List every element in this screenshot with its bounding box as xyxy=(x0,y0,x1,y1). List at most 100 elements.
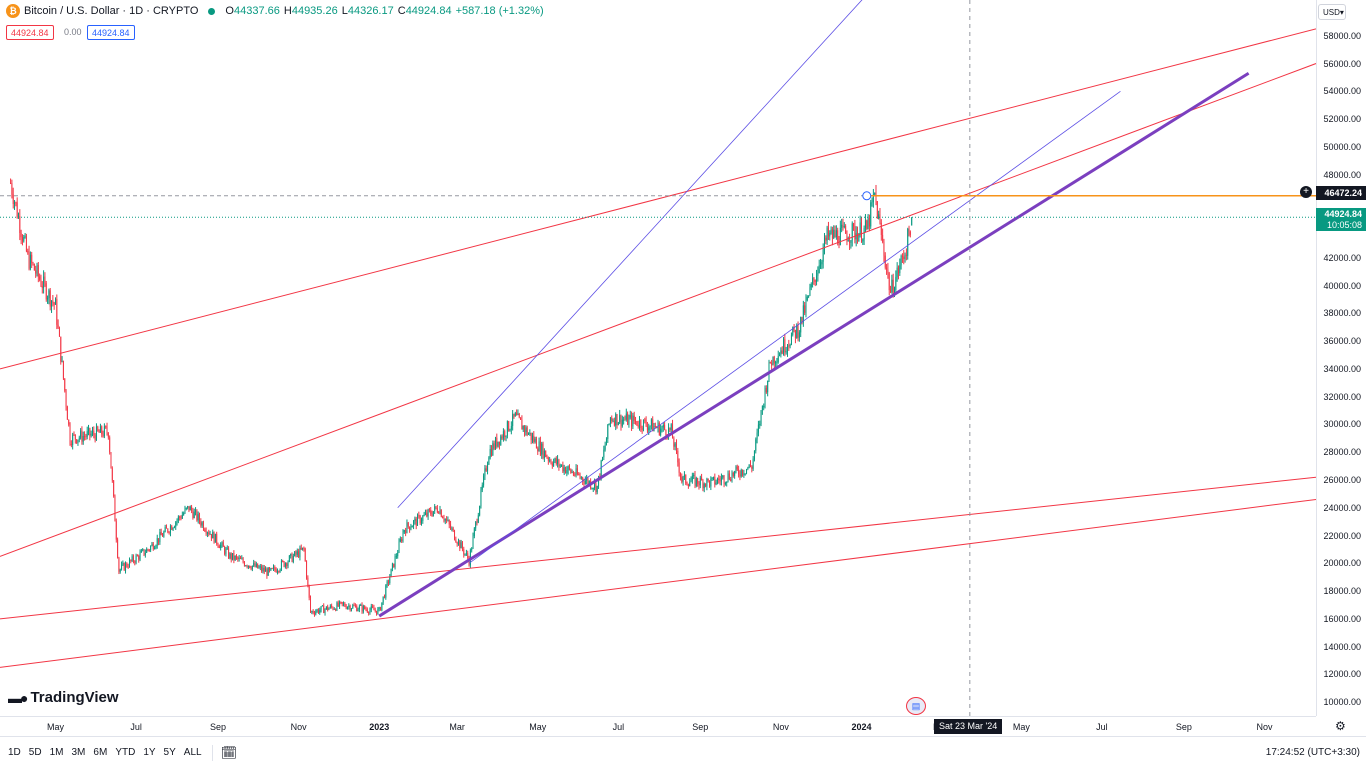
candle-body xyxy=(246,565,248,567)
candle-body xyxy=(669,427,671,431)
candle-body xyxy=(675,443,677,451)
candle-body xyxy=(61,360,63,362)
candle-body xyxy=(705,483,707,487)
candle-body xyxy=(31,254,33,263)
range-button-1d[interactable]: 1D xyxy=(8,747,21,758)
trend-line[interactable] xyxy=(468,90,1121,564)
buy-button[interactable]: 44924.84 xyxy=(87,25,135,40)
candle-body xyxy=(214,533,216,543)
trend-line[interactable] xyxy=(0,476,1316,620)
low-value: 44326.17 xyxy=(347,5,394,17)
candle-body xyxy=(719,479,721,482)
trend-line[interactable] xyxy=(397,0,880,509)
candle-body xyxy=(101,426,103,435)
alert-handle[interactable] xyxy=(862,191,872,201)
tradingview-logo[interactable]: ▬● TradingView xyxy=(8,689,119,706)
candle-body xyxy=(567,466,569,471)
range-button-all[interactable]: ALL xyxy=(183,747,202,758)
price-tick-label: 10000.00 xyxy=(1323,697,1361,708)
candle-body xyxy=(278,571,280,573)
settings-gear-icon[interactable]: ⚙ xyxy=(1335,719,1346,733)
trend-line[interactable] xyxy=(378,71,1250,618)
range-button-3m[interactable]: 3M xyxy=(71,747,86,758)
candle-body xyxy=(742,469,744,475)
candle-body xyxy=(822,248,824,262)
candle-body xyxy=(693,474,695,476)
candle-body xyxy=(800,316,802,333)
add-alert-icon[interactable]: + xyxy=(1300,186,1312,198)
candle-body xyxy=(423,514,425,516)
candle-body xyxy=(82,435,84,442)
currency-select[interactable]: USD ▾ xyxy=(1318,4,1346,20)
price-tick-label: 42000.00 xyxy=(1323,252,1361,263)
candle-body xyxy=(288,555,290,562)
range-button-5d[interactable]: 5D xyxy=(28,747,42,758)
candle-body xyxy=(265,569,267,572)
candle-body xyxy=(209,533,211,535)
candle-body xyxy=(377,608,379,615)
price-chart[interactable] xyxy=(0,0,1316,716)
candle-body xyxy=(319,610,321,613)
candle-body xyxy=(80,430,82,438)
candle-body xyxy=(827,227,829,237)
trend-line[interactable] xyxy=(0,63,1316,557)
candle-body xyxy=(315,611,317,615)
alert-price-label[interactable]: 46472.24 xyxy=(1316,186,1366,200)
candle-body xyxy=(413,520,415,527)
candle-body xyxy=(148,549,150,551)
candle-body xyxy=(19,216,21,234)
candle-body xyxy=(155,545,157,548)
range-button-5y[interactable]: 5Y xyxy=(163,747,176,758)
candle-body xyxy=(233,552,235,560)
candle-body xyxy=(867,217,869,230)
candle-body xyxy=(644,419,646,421)
candle-body xyxy=(467,553,469,559)
candle-body xyxy=(457,540,459,544)
candle-body xyxy=(257,563,259,569)
date-range-calendar-icon[interactable]: 🗓 xyxy=(220,744,238,760)
candle-body xyxy=(528,433,530,435)
candle-body xyxy=(613,420,615,426)
candle-body xyxy=(45,283,47,300)
candle-body xyxy=(654,426,656,428)
candle-body xyxy=(578,474,580,476)
candle-body xyxy=(105,426,107,428)
candle-body xyxy=(187,506,189,508)
candle-body xyxy=(624,419,626,421)
candle-body xyxy=(588,481,590,485)
candle-body xyxy=(262,567,264,572)
candle-body xyxy=(699,477,701,486)
candle-body xyxy=(389,577,391,584)
range-button-ytd[interactable]: YTD xyxy=(115,747,136,758)
clock-timezone[interactable]: 17:24:52 (UTC+3:30) xyxy=(1265,747,1360,758)
price-tick-label: 20000.00 xyxy=(1323,558,1361,569)
events-flag-icon[interactable]: ▤ xyxy=(906,697,926,715)
trend-line[interactable] xyxy=(0,498,1316,668)
range-button-1y[interactable]: 1Y xyxy=(143,747,156,758)
candle-body xyxy=(752,458,754,469)
candle-body xyxy=(150,546,152,551)
candle-body xyxy=(707,478,709,481)
symbol-title[interactable]: Bitcoin / U.S. Dollar · 1D · CRYPTO xyxy=(24,5,199,17)
candle-body xyxy=(261,566,263,572)
candle-body xyxy=(111,468,113,481)
candle-body xyxy=(419,515,421,523)
candle-body xyxy=(119,569,121,572)
candle-body xyxy=(74,434,76,440)
price-scale[interactable]: 58000.00 56000.00 54000.00 52000.00 50000.00… xyxy=(1316,0,1366,716)
sell-button[interactable]: 44924.84 xyxy=(6,25,54,40)
candle-body xyxy=(826,227,828,241)
range-button-6m[interactable]: 6M xyxy=(93,747,108,758)
candle-body xyxy=(505,435,507,437)
time-axis[interactable]: MayJulSepNov2023MarMayJulSepNov2024MarMa… xyxy=(0,716,1316,736)
trend-line[interactable] xyxy=(0,28,1316,370)
candle-body xyxy=(210,533,212,539)
candle-body xyxy=(905,254,907,256)
candle-body xyxy=(875,192,877,202)
toolbar-divider xyxy=(211,744,213,761)
range-button-1m[interactable]: 1M xyxy=(49,747,64,758)
candle-body xyxy=(694,474,696,486)
candle-body xyxy=(221,542,223,545)
